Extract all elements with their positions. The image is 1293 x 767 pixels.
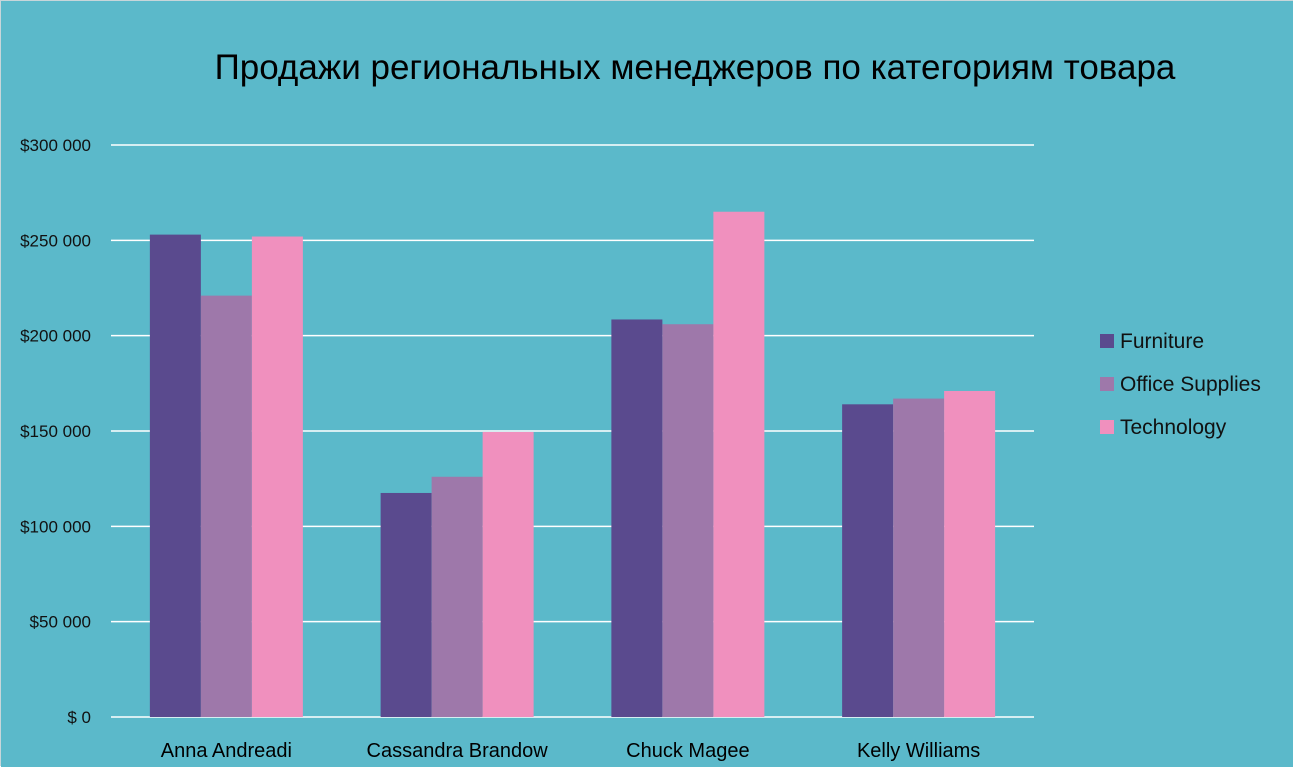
y-axis-tick-labels: $ 0 $50 000 $100 000 $150 000 $200 000 $250 0… <box>20 136 91 727</box>
bar-office-supplies <box>431 476 483 717</box>
y-tick-label: $200 000 <box>20 327 91 346</box>
bar-office-supplies <box>893 398 945 717</box>
legend: Furniture Office Supplies Technology <box>1100 330 1261 439</box>
bar-technology <box>944 390 996 717</box>
legend-swatch <box>1100 420 1114 434</box>
y-tick-label: $100 000 <box>20 517 91 536</box>
bar-office-supplies <box>200 295 252 717</box>
bar-furniture <box>149 234 201 717</box>
y-tick-label: $250 000 <box>20 231 91 250</box>
x-category-label: Cassandra Brandow <box>367 740 549 762</box>
bar-furniture <box>611 319 663 717</box>
bar-technology <box>713 211 765 717</box>
bar-furniture <box>842 404 894 717</box>
bar-technology <box>251 236 303 717</box>
legend-label: Office Supplies <box>1120 373 1261 396</box>
legend-swatch <box>1100 377 1114 391</box>
bar-office-supplies <box>662 324 714 717</box>
bars <box>149 211 996 717</box>
x-axis-category-labels: Anna Andreadi Cassandra Brandow Chuck Mage… <box>161 740 981 762</box>
legend-label: Technology <box>1120 416 1227 439</box>
y-tick-label: $300 000 <box>20 136 91 155</box>
y-tick-label: $150 000 <box>20 422 91 441</box>
legend-label: Furniture <box>1120 330 1204 353</box>
chart-title: Продажи региональных менеджеров по катег… <box>215 48 1176 87</box>
bar-furniture <box>380 492 432 717</box>
x-category-label: Chuck Magee <box>626 740 749 762</box>
bar-technology <box>482 431 534 717</box>
legend-swatch <box>1100 334 1114 348</box>
y-tick-label: $50 000 <box>30 613 91 632</box>
x-category-label: Kelly Williams <box>857 740 980 762</box>
x-category-label: Anna Andreadi <box>161 740 292 762</box>
y-tick-label: $ 0 <box>67 708 91 727</box>
